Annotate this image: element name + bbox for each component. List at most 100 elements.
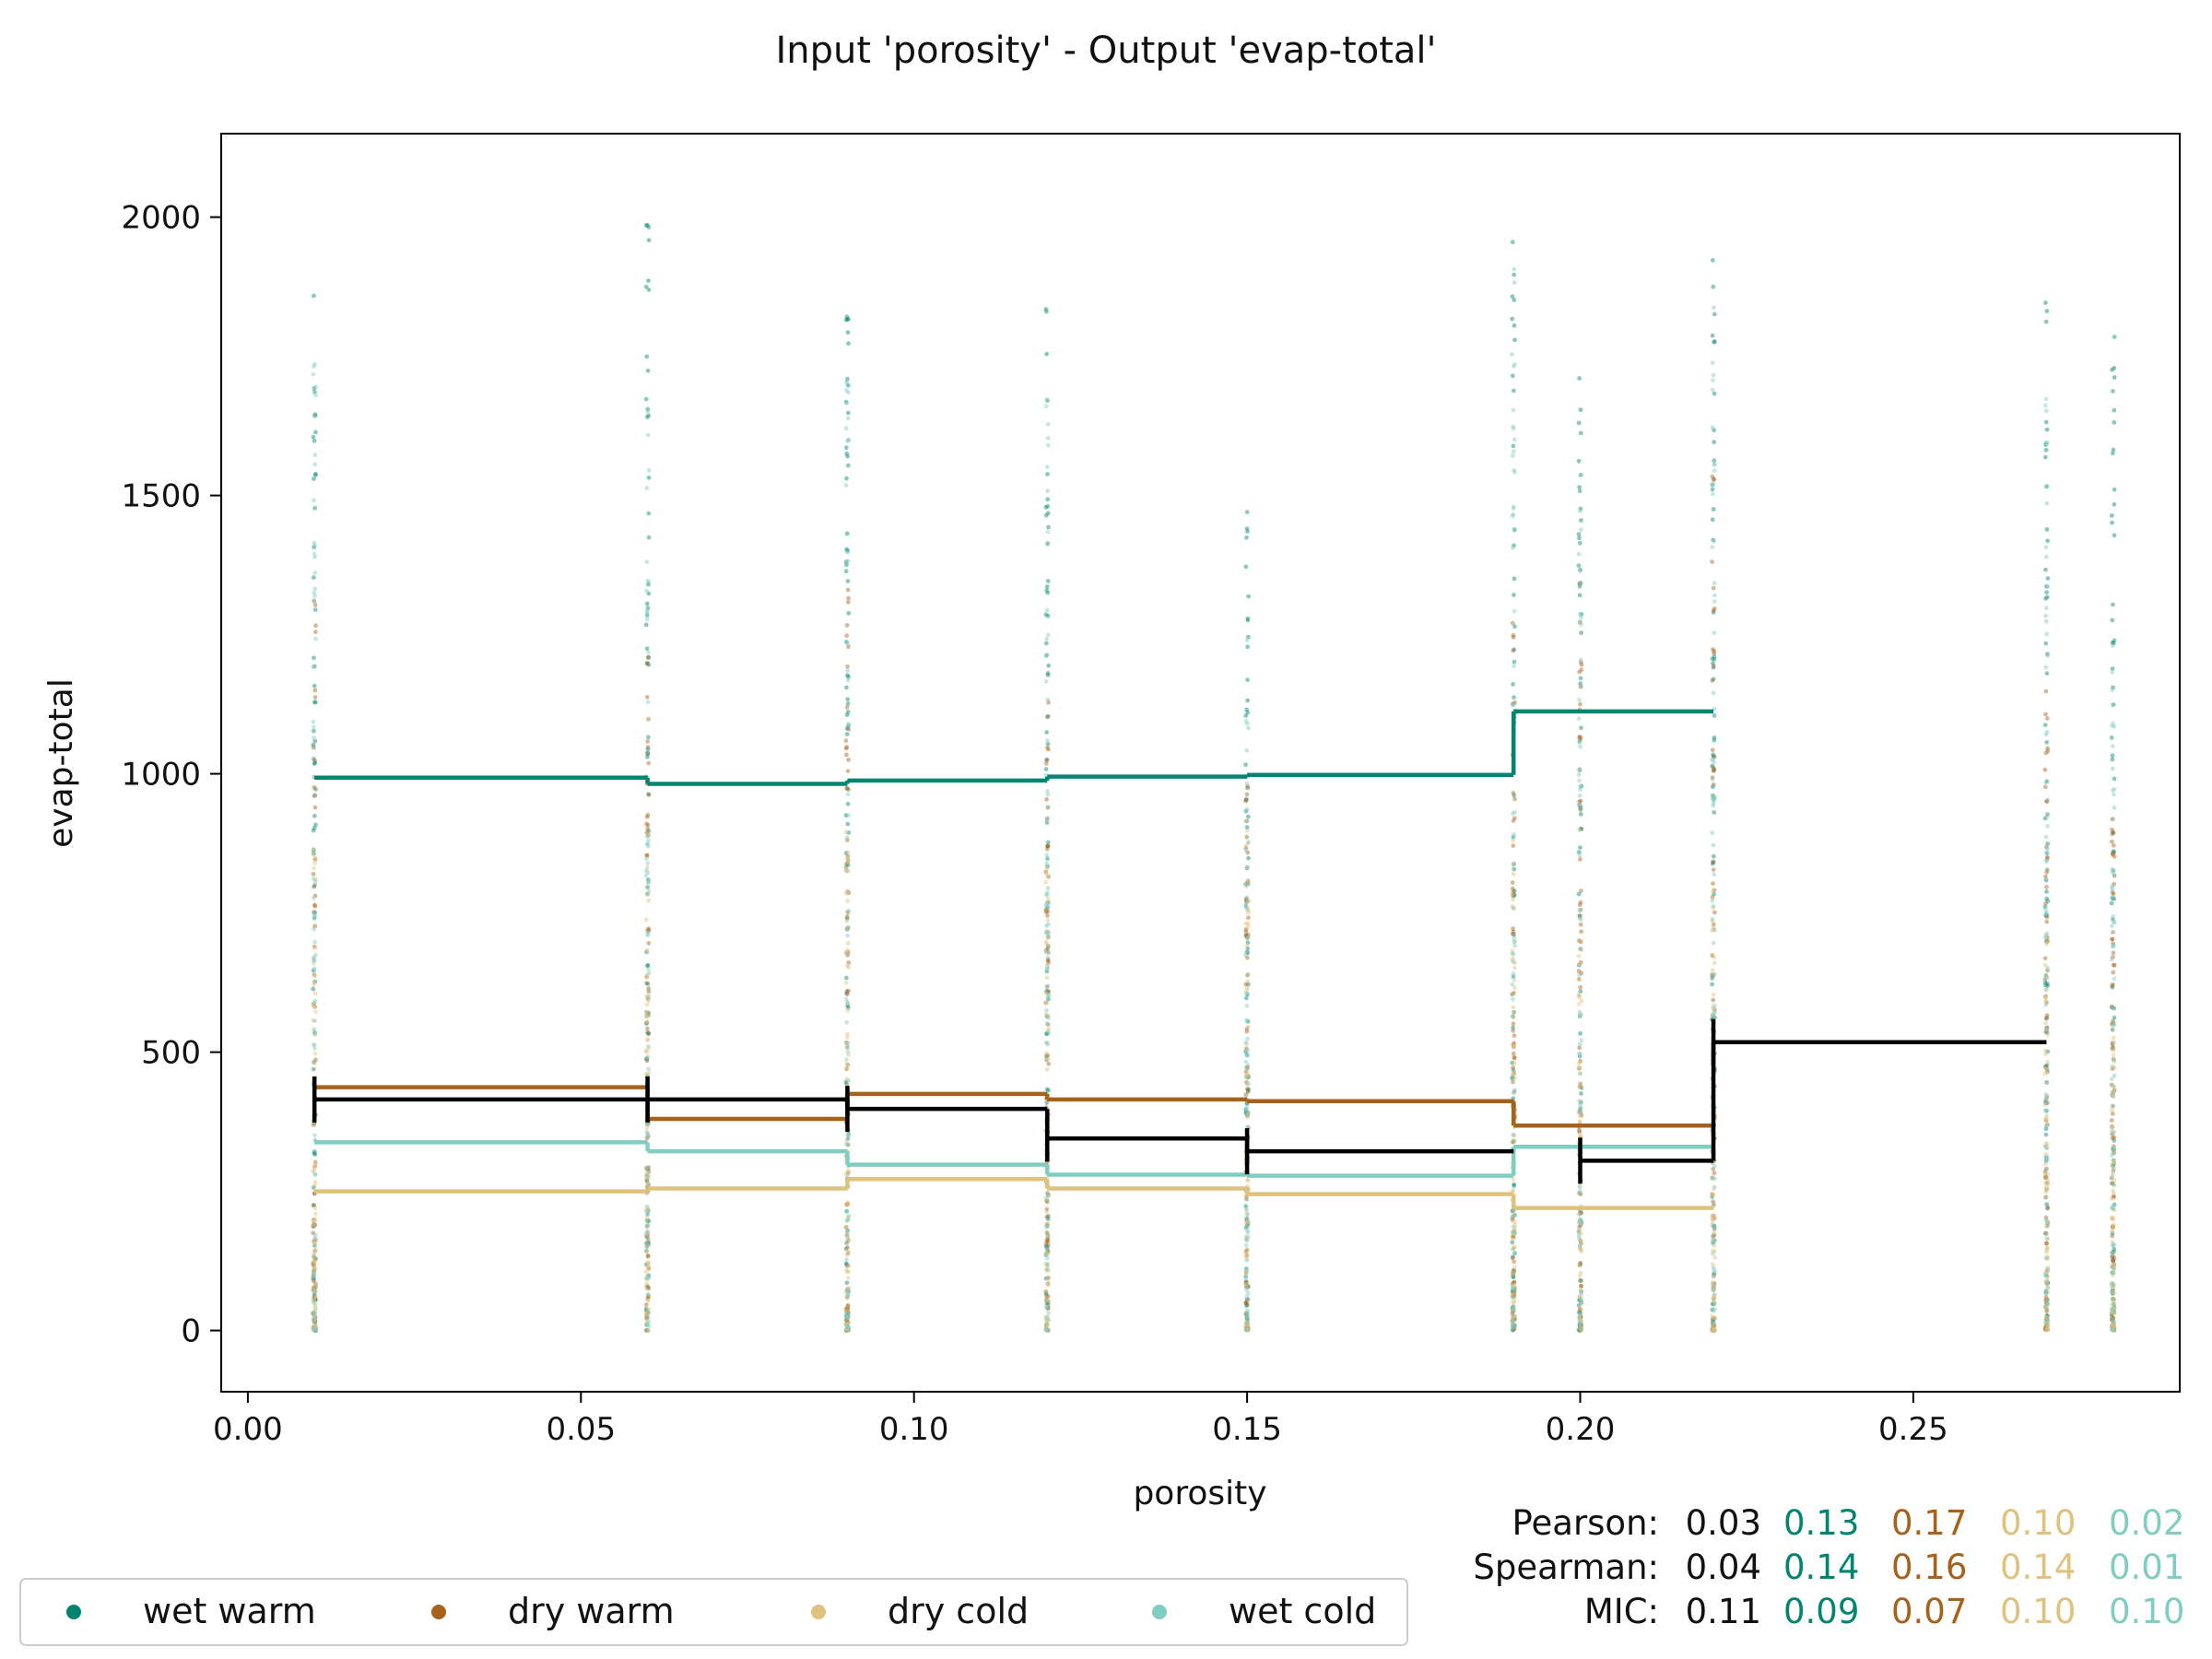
scatter-point (2111, 451, 2115, 456)
scatter-point (1578, 1185, 1583, 1190)
scatter-point (1043, 1000, 1049, 1006)
scatter-point (313, 1057, 318, 1063)
scatter-point (2043, 987, 2049, 993)
scatter-point (1710, 775, 1715, 780)
scatter-point (1712, 391, 1717, 396)
scatter-point (1578, 1108, 1583, 1113)
scatter-point (2042, 1048, 2048, 1053)
scatter-point (1245, 979, 1250, 983)
scatter-point (645, 1043, 651, 1049)
scatter-point (1043, 1327, 1049, 1332)
scatter-point (1711, 1328, 1715, 1333)
scatter-point (644, 1165, 649, 1171)
scatter-point (1577, 913, 1583, 918)
scatter-point (1044, 988, 1049, 994)
scatter-point (1712, 1267, 1717, 1273)
scatter-point (1510, 982, 1515, 987)
scatter-point (1712, 428, 1717, 433)
scatter-point (1712, 1224, 1717, 1229)
scatter-point (1043, 1289, 1049, 1294)
scatter-point (845, 1238, 851, 1243)
scatter-point (1711, 1319, 1716, 1324)
scatter-point (1512, 1061, 1517, 1066)
scatter-point (1577, 593, 1583, 598)
scatter-point (1046, 442, 1051, 448)
scatter-point (644, 415, 650, 419)
scatter-point (1245, 1310, 1250, 1315)
legend-box (19, 1578, 1408, 1646)
scatter-point (843, 483, 849, 488)
scatter-point (1512, 939, 1518, 945)
scatter-point (2110, 1326, 2115, 1332)
scatter-point (1577, 1014, 1583, 1018)
scatter-point (1045, 1232, 1051, 1238)
scatter-point (2112, 1147, 2117, 1153)
scatter-point (1510, 1076, 1515, 1081)
scatter-point (2110, 885, 2114, 890)
scatter-point (312, 1297, 317, 1302)
scatter-point (1046, 932, 1051, 937)
scatter-point (2044, 500, 2050, 506)
scatter-point (2044, 1324, 2049, 1329)
scatter-point (1711, 1315, 1716, 1321)
scatter-point (2043, 618, 2049, 624)
scatter-point (644, 1208, 649, 1214)
scatter-point (2044, 912, 2050, 917)
scatter-point (311, 1274, 316, 1279)
scatter-point (1512, 1183, 1517, 1188)
scatter-point (645, 1026, 650, 1031)
scatter-point (1043, 910, 1049, 914)
scatter-point (2111, 930, 2115, 935)
scatter-point (1045, 1294, 1051, 1299)
scatter-point (1510, 1305, 1515, 1311)
scatter-point (1510, 931, 1515, 936)
scatter-point (2044, 870, 2050, 875)
scatter-point (1710, 830, 1715, 835)
scatter-point (1044, 1325, 1050, 1331)
scatter-point (1245, 935, 1251, 940)
scatter-point (645, 700, 651, 705)
scatter-point (1243, 1075, 1249, 1079)
scatter-point (1579, 1318, 1583, 1323)
scatter-point (313, 629, 318, 634)
scatter-point (2043, 732, 2049, 737)
scatter-point (2043, 933, 2049, 937)
legend-marker (431, 1605, 446, 1619)
scatter-point (644, 815, 650, 819)
scatter-point (646, 467, 652, 473)
scatter-point (2045, 797, 2051, 803)
scatter-point (312, 759, 318, 763)
scatter-point (2044, 941, 2049, 947)
scatter-point (2110, 702, 2115, 708)
scatter-point (643, 1048, 649, 1053)
scatter-point (312, 385, 317, 391)
scatter-point (646, 1045, 652, 1051)
scatter-point (2044, 975, 2050, 980)
scatter-point (1044, 1031, 1050, 1037)
scatter-point (2043, 1092, 2049, 1097)
scatter-point (1512, 1222, 1517, 1228)
scatter-point (1245, 828, 1250, 833)
scatter-point (646, 1066, 651, 1072)
scatter-point (1243, 1270, 1249, 1276)
scatter-point (1578, 1306, 1583, 1312)
scatter-point (646, 1010, 651, 1016)
scatter-point (846, 960, 852, 965)
scatter-point (1512, 793, 1517, 798)
scatter-point (1578, 1058, 1583, 1064)
scatter-point (2044, 1100, 2050, 1106)
scatter-point (2111, 1317, 2115, 1323)
scatter-point (2110, 839, 2114, 844)
scatter-point (1512, 1324, 1517, 1329)
scatter-point (312, 1004, 316, 1009)
scatter-point (1579, 947, 1584, 952)
scatter-point (1044, 1221, 1050, 1227)
scatter-point (1511, 838, 1515, 843)
scatter-point (2111, 1171, 2116, 1175)
scatter-point (1510, 1318, 1515, 1324)
scatter-point (2043, 596, 2048, 601)
scatter-point (1044, 941, 1049, 947)
scatter-point (2111, 1094, 2116, 1099)
scatter-point (1044, 1066, 1050, 1072)
scatter-point (1511, 1324, 1515, 1329)
